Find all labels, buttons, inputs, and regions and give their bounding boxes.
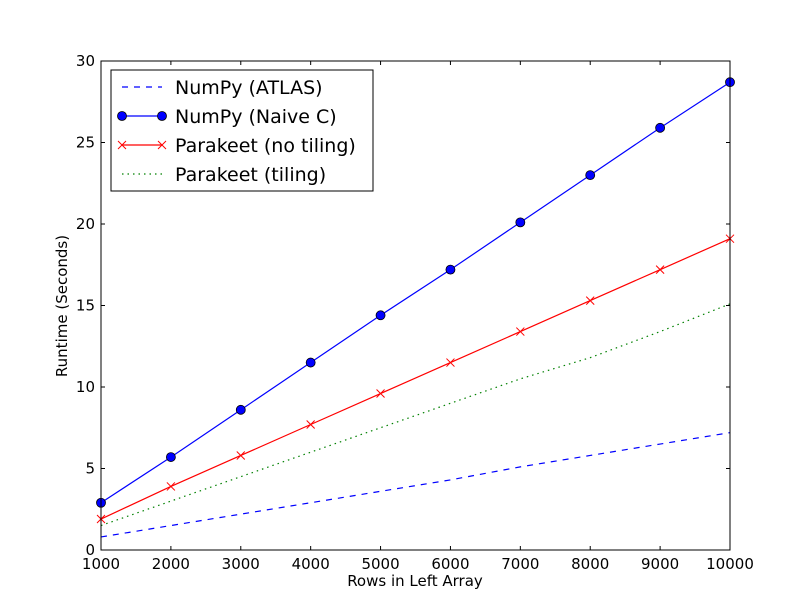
data-point	[655, 122, 666, 133]
legend-label: NumPy (Naive C)	[175, 106, 337, 128]
series-line	[100, 432, 731, 538]
data-point	[585, 296, 595, 305]
data-point	[157, 111, 167, 121]
x-tick-label: 5000	[361, 555, 399, 573]
legend-box	[110, 69, 374, 192]
series-line	[100, 238, 731, 520]
data-point	[305, 357, 316, 368]
data-point	[446, 358, 455, 367]
y-tick-label: 5	[85, 460, 95, 478]
legend-entry: Parakeet (tiling)	[122, 164, 326, 186]
y-axis: 0 5 10 15 20 25 30	[76, 52, 730, 559]
x-tick-label: 10000	[706, 555, 754, 573]
data-point	[117, 111, 127, 121]
data-point	[157, 140, 167, 150]
x-axis: 1000 2000 3000 4000 5000 6000 7000 8000 9000 1000…	[82, 61, 754, 573]
data-point	[445, 264, 456, 275]
data-point	[515, 217, 526, 228]
data-point	[515, 327, 525, 336]
legend-entry: NumPy (ATLAS)	[122, 77, 323, 99]
y-tick-label: 25	[76, 134, 95, 152]
series-2	[96, 234, 735, 524]
y-tick-label: 30	[76, 52, 95, 70]
y-tick-label: 10	[76, 378, 95, 396]
x-tick-label: 9000	[641, 555, 679, 573]
series-line	[100, 303, 731, 527]
x-axis-label: Rows in Left Array	[347, 572, 483, 590]
y-tick-label: 0	[85, 541, 95, 559]
data-point	[117, 140, 127, 150]
x-tick-label: 2000	[152, 555, 190, 573]
x-tick-label: 6000	[431, 555, 469, 573]
series-line	[100, 81, 731, 504]
y-tick-label: 20	[76, 215, 95, 233]
legend: NumPy (ATLAS) NumPy (Naive C) Parakeet (no…	[110, 69, 374, 192]
data-point	[306, 420, 316, 429]
data-point	[655, 265, 665, 274]
series-3	[100, 303, 731, 527]
legend-label: NumPy (ATLAS)	[175, 77, 323, 99]
x-tick-label: 3000	[222, 555, 260, 573]
series-layer	[96, 77, 735, 538]
data-point	[376, 389, 385, 398]
series-1	[96, 77, 735, 508]
legend-label: Parakeet (tiling)	[175, 164, 326, 186]
data-point	[585, 170, 596, 181]
data-point	[236, 451, 246, 460]
data-point	[375, 310, 386, 321]
x-tick-label: 7000	[501, 555, 539, 573]
data-point	[166, 482, 176, 491]
data-point	[165, 452, 176, 462]
legend-label: Parakeet (no tiling)	[175, 135, 356, 157]
legend-entry: NumPy (Naive C)	[117, 106, 337, 128]
x-tick-label: 8000	[571, 555, 609, 573]
x-tick-label: 1000	[82, 555, 120, 573]
series-0	[100, 432, 731, 538]
y-axis-label: Runtime (Seconds)	[53, 235, 71, 377]
legend-entry: Parakeet (no tiling)	[117, 135, 356, 157]
data-point	[235, 404, 246, 415]
y-tick-label: 15	[76, 297, 95, 315]
x-tick-label: 4000	[292, 555, 330, 573]
